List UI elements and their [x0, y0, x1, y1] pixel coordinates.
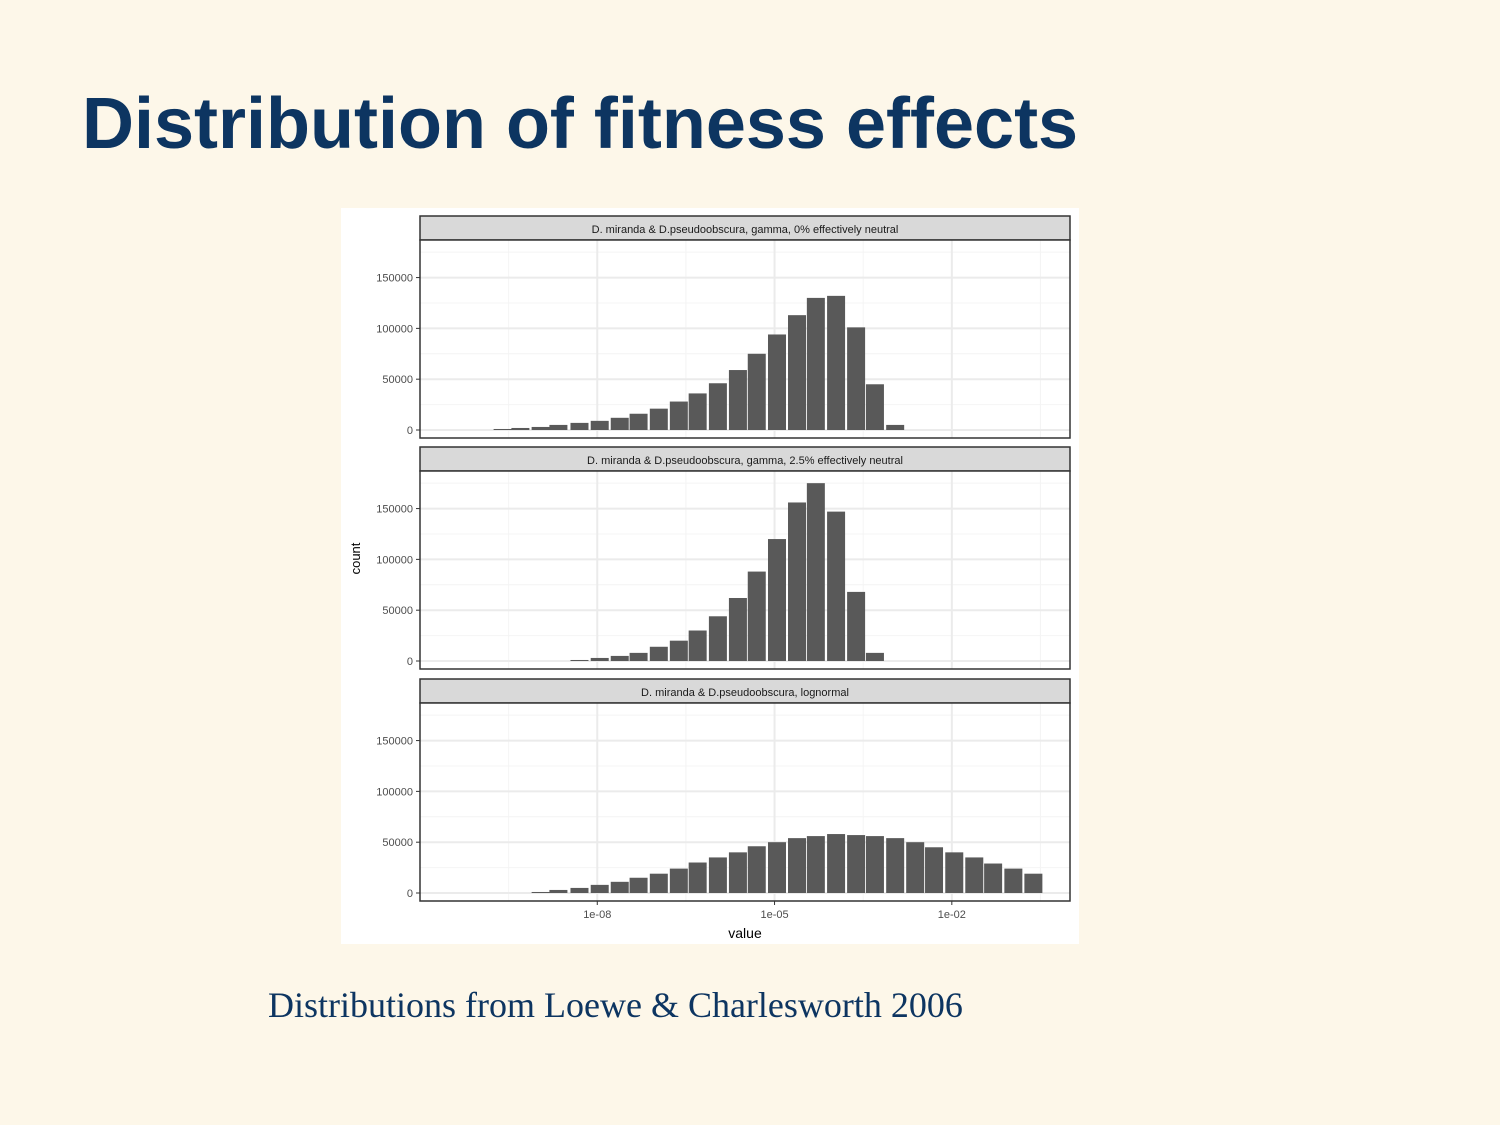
- histogram-bar: [590, 884, 609, 893]
- histogram-bar: [865, 384, 884, 430]
- histogram-bar: [610, 881, 629, 893]
- histogram-bar: [531, 891, 550, 893]
- histogram-bar: [708, 616, 727, 661]
- histogram-bar: [747, 353, 766, 430]
- histogram-bar: [827, 511, 846, 661]
- x-axis-title: value: [728, 925, 762, 941]
- y-tick-label: 50000: [382, 837, 413, 849]
- slide-caption: Distributions from Loewe & Charlesworth …: [268, 985, 963, 1025]
- histogram-bar: [531, 426, 550, 430]
- y-tick-label: 50000: [382, 374, 413, 386]
- histogram-bar: [886, 838, 905, 893]
- x-tick-label: 1e-05: [760, 909, 788, 921]
- y-tick-label: 0: [407, 888, 413, 900]
- histogram-bar: [984, 863, 1003, 893]
- y-tick-label: 100000: [376, 554, 413, 566]
- histogram-bar: [1004, 868, 1023, 893]
- histogram-bar: [806, 483, 825, 661]
- y-tick-label: 0: [407, 656, 413, 668]
- facet-strip-label: D. miranda & D.pseudoobscura, lognormal: [641, 687, 849, 699]
- facet-histogram-figure: D. miranda & D.pseudoobscura, gamma, 0% …: [341, 208, 1079, 944]
- histogram-bar: [827, 834, 846, 893]
- slide-title: Distribution of fitness effects: [82, 84, 1079, 164]
- histogram-bar: [767, 842, 786, 893]
- y-tick-label: 150000: [376, 504, 413, 516]
- histogram-bar: [493, 428, 512, 430]
- histogram-bar: [549, 424, 568, 430]
- histogram-bar: [788, 315, 807, 430]
- histogram-bar: [847, 591, 866, 661]
- histogram-bar: [847, 835, 866, 893]
- panel-border: [419, 239, 1071, 439]
- histogram-bar: [669, 868, 688, 893]
- histogram-bar: [688, 393, 707, 430]
- histogram-bar: [767, 539, 786, 661]
- y-tick-label: 100000: [376, 323, 413, 335]
- histogram-bar: [886, 424, 905, 430]
- y-tick-label: 100000: [376, 786, 413, 798]
- histogram-bar: [610, 655, 629, 661]
- facet-strip: [419, 446, 1071, 472]
- histogram-bar: [728, 597, 747, 661]
- histogram-bar: [806, 297, 825, 430]
- histogram-bar: [865, 836, 884, 893]
- histogram-bar: [747, 846, 766, 893]
- panel-border: [419, 470, 1071, 670]
- y-tick-label: 150000: [376, 736, 413, 748]
- x-tick-label: 1e-02: [938, 909, 966, 921]
- histogram-bar: [649, 408, 668, 430]
- histogram-bar: [649, 646, 668, 661]
- histogram-bar: [806, 836, 825, 893]
- histogram-bar: [570, 659, 589, 661]
- x-tick-label: 1e-08: [583, 909, 611, 921]
- y-tick-label: 0: [407, 425, 413, 437]
- histogram-bar: [708, 383, 727, 430]
- histogram-bar: [669, 640, 688, 661]
- histogram-bar: [847, 327, 866, 430]
- histogram-bar: [629, 652, 648, 661]
- histogram-bar: [1024, 873, 1043, 893]
- facet-strip: [419, 215, 1071, 241]
- facet-strip-label: D. miranda & D.pseudoobscura, gamma, 0% …: [592, 224, 899, 236]
- histogram-bar: [708, 857, 727, 893]
- histogram-bar: [688, 630, 707, 661]
- histogram-bar: [767, 334, 786, 430]
- histogram-bar: [570, 422, 589, 430]
- histogram-bar: [728, 852, 747, 893]
- histogram-bar: [511, 427, 530, 430]
- histogram-bar: [965, 857, 984, 893]
- histogram-bar: [906, 842, 925, 893]
- histogram-bar: [865, 652, 884, 661]
- histogram-bar: [549, 889, 568, 893]
- facet-strip-label: D. miranda & D.pseudoobscura, gamma, 2.5…: [587, 455, 903, 467]
- histogram-bar: [590, 657, 609, 661]
- histogram-bar: [788, 502, 807, 661]
- histogram-bar: [688, 862, 707, 893]
- histogram-bar: [610, 417, 629, 430]
- histogram-bar: [827, 295, 846, 430]
- histogram-bar: [570, 887, 589, 893]
- histogram-bar: [788, 838, 807, 893]
- facet-histogram-chart: D. miranda & D.pseudoobscura, gamma, 0% …: [348, 215, 1071, 941]
- y-axis-title: count: [348, 542, 363, 574]
- histogram-bar: [925, 847, 944, 893]
- histogram-bar: [747, 571, 766, 661]
- histogram-bar: [945, 852, 964, 893]
- y-tick-label: 150000: [376, 273, 413, 285]
- histogram-bar: [649, 873, 668, 893]
- panel-border: [419, 702, 1071, 902]
- histogram-bar: [669, 401, 688, 430]
- histogram-bar: [629, 413, 648, 430]
- histogram-bar: [629, 877, 648, 893]
- y-tick-label: 50000: [382, 605, 413, 617]
- histogram-bar: [728, 370, 747, 430]
- histogram-bar: [590, 420, 609, 430]
